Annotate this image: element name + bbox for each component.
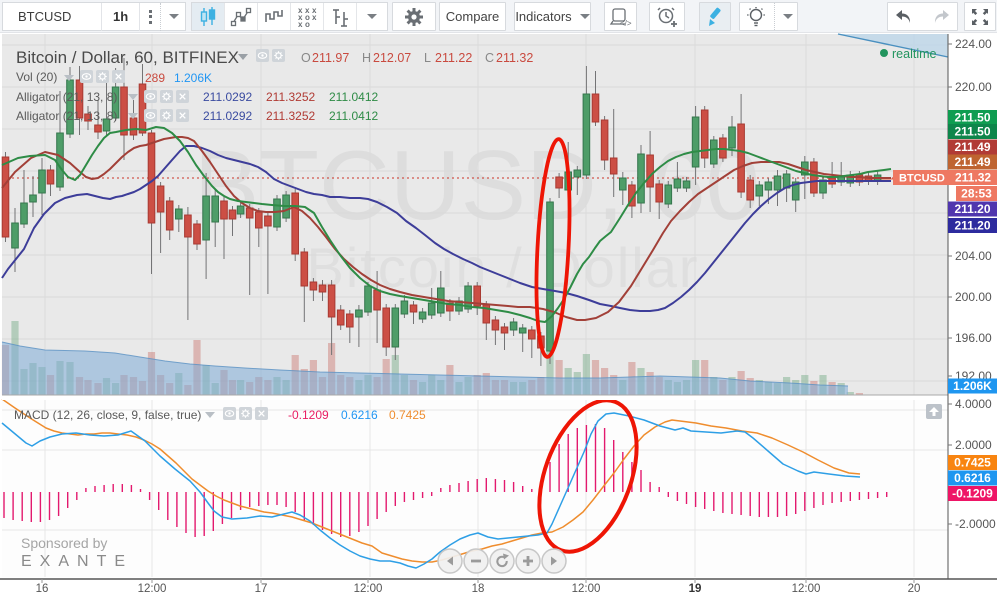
svg-text:0.6216: 0.6216 [341,408,378,422]
svg-text:4.0000: 4.0000 [955,397,992,411]
svg-text:12:00: 12:00 [138,583,167,595]
svg-text:o: o [305,20,310,29]
svg-text:211.20: 211.20 [954,202,990,216]
svg-text:BTCUSD: BTCUSD [899,173,945,185]
svg-text:289: 289 [145,71,165,85]
svg-text:x: x [312,13,317,22]
svg-text:211.3252: 211.3252 [266,90,315,104]
svg-text:-0.1209: -0.1209 [952,487,993,501]
svg-text:x: x [305,6,310,15]
svg-text:MACD (12, 26, close, 9, false,: MACD (12, 26, close, 9, false, true) [14,408,201,422]
svg-text:C: C [485,51,494,65]
svg-text:12:00: 12:00 [354,583,383,595]
svg-text:20: 20 [908,583,921,595]
svg-text:211.97: 211.97 [312,51,349,65]
svg-text:Alligator (21, 13, 8): Alligator (21, 13, 8) [16,109,117,123]
svg-text:Vol (20): Vol (20) [16,70,57,84]
svg-text:x: x [298,6,303,15]
svg-text:H: H [362,51,371,65]
svg-text:220.00: 220.00 [955,80,992,94]
svg-text:0.6216: 0.6216 [954,471,991,485]
svg-text:1.206K: 1.206K [174,71,212,85]
svg-text:204.00: 204.00 [955,249,992,263]
svg-text:12:00: 12:00 [792,583,821,595]
svg-text:211.32: 211.32 [496,51,533,65]
svg-text:211.0412: 211.0412 [329,90,378,104]
svg-text:Bitcoin / Dollar, 60, BITFINEX: Bitcoin / Dollar, 60, BITFINEX [16,48,239,67]
svg-text:1.206K: 1.206K [953,379,992,393]
svg-text:211.20: 211.20 [954,219,990,233]
svg-text:0.7425: 0.7425 [954,456,991,470]
svg-text:L: L [424,51,431,65]
svg-text:212.07: 212.07 [373,51,411,65]
svg-text:Alligator (21, 13, 8): Alligator (21, 13, 8) [16,90,117,104]
svg-text:18: 18 [472,583,485,595]
svg-text:17: 17 [255,583,268,595]
svg-text:x: x [298,13,303,22]
svg-text:19: 19 [689,583,702,595]
svg-text:28:53: 28:53 [961,187,992,201]
svg-text:O: O [301,51,311,65]
svg-text:2.0000: 2.0000 [955,438,992,452]
svg-text:211.49: 211.49 [954,155,990,169]
svg-text:211.22: 211.22 [435,51,472,65]
svg-text:211.0412: 211.0412 [329,109,378,123]
svg-text:211.49: 211.49 [954,140,990,154]
svg-text:-0.1209: -0.1209 [288,408,329,422]
svg-text:Sponsored by: Sponsored by [21,535,107,551]
svg-text:-2.0000: -2.0000 [955,517,996,531]
svg-text:211.3252: 211.3252 [266,109,315,123]
svg-text:</>: </> [620,19,632,28]
svg-text:211.50: 211.50 [954,125,990,139]
svg-text:196.00: 196.00 [955,331,992,345]
svg-text:realtime: realtime [892,47,937,61]
svg-text:200.00: 200.00 [955,290,992,304]
svg-text:x: x [298,20,303,29]
svg-text:211.0292: 211.0292 [203,90,252,104]
svg-text:211.50: 211.50 [954,111,990,125]
svg-text:x: x [312,6,317,15]
svg-text:EXANTE: EXANTE [21,553,133,570]
svg-text:211.32: 211.32 [955,171,991,185]
svg-text:224.00: 224.00 [955,37,992,51]
svg-text:211.0292: 211.0292 [203,109,252,123]
svg-text:12:00: 12:00 [572,583,601,595]
svg-text:16: 16 [36,583,49,595]
svg-text:o: o [305,13,310,22]
svg-text:0.7425: 0.7425 [389,408,426,422]
